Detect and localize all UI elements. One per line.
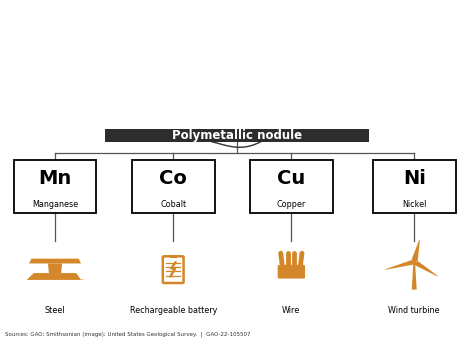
- Text: Co: Co: [159, 169, 187, 188]
- Text: Cobalt: Cobalt: [160, 200, 186, 208]
- Text: Ni: Ni: [403, 169, 426, 188]
- Polygon shape: [206, 67, 249, 105]
- FancyBboxPatch shape: [163, 256, 183, 283]
- Circle shape: [412, 261, 416, 263]
- Polygon shape: [224, 69, 241, 83]
- Polygon shape: [76, 273, 86, 280]
- Text: Steel: Steel: [45, 306, 65, 315]
- FancyBboxPatch shape: [278, 265, 305, 279]
- Text: Cu: Cu: [277, 169, 305, 188]
- FancyBboxPatch shape: [105, 129, 369, 142]
- FancyBboxPatch shape: [250, 160, 333, 213]
- Polygon shape: [411, 240, 420, 261]
- Text: Rechargeable battery: Rechargeable battery: [129, 306, 217, 315]
- Text: Sources: GAO; Smithsonian (image); United States Geological Survey.  |  GAO-22-1: Sources: GAO; Smithsonian (image); Unite…: [5, 332, 251, 337]
- FancyBboxPatch shape: [14, 160, 96, 213]
- Text: Copper: Copper: [277, 200, 306, 208]
- Polygon shape: [413, 261, 438, 276]
- Text: Polymetallic nodule: Polymetallic nodule: [172, 129, 302, 142]
- Polygon shape: [244, 83, 268, 104]
- FancyBboxPatch shape: [373, 160, 456, 213]
- Text: Manganese: Manganese: [32, 200, 78, 208]
- Polygon shape: [29, 259, 81, 264]
- Polygon shape: [27, 273, 83, 280]
- Polygon shape: [385, 260, 414, 270]
- Text: Mn: Mn: [38, 169, 72, 188]
- FancyBboxPatch shape: [170, 255, 177, 258]
- Polygon shape: [48, 264, 62, 273]
- Text: Wire: Wire: [282, 306, 301, 315]
- Text: Nickel: Nickel: [402, 200, 427, 208]
- Text: Wind turbine: Wind turbine: [389, 306, 440, 315]
- FancyBboxPatch shape: [132, 160, 215, 213]
- Polygon shape: [218, 67, 257, 93]
- Bar: [72, 0, 402, 129]
- Polygon shape: [412, 262, 417, 290]
